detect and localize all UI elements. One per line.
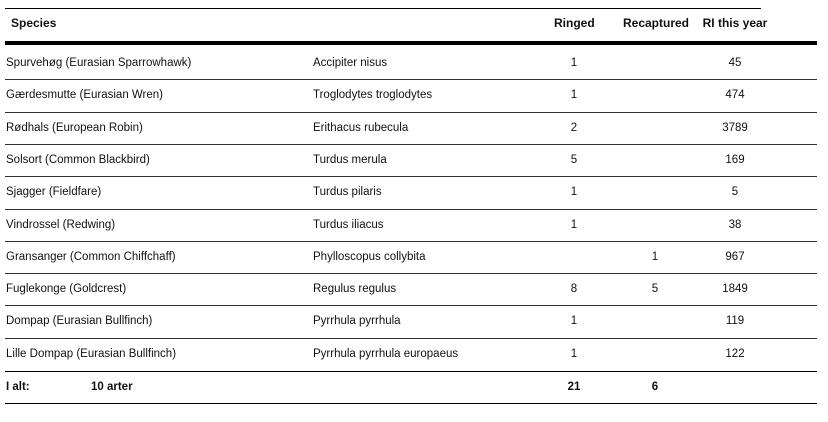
row-divider [5,176,817,178]
species-latin-name: Turdus pilaris [313,186,382,199]
row-divider [5,208,817,210]
species-common-name: Fuglekonge (Goldcrest) [6,283,127,296]
footer-label: I alt: [6,381,30,393]
footer-ringed-total: 21 [567,381,581,393]
ri-this-year-count: 38 [728,218,742,231]
species-common-name: Spurvehøg (Eurasian Sparrowhawk) [6,57,192,69]
ri-this-year-count: 169 [725,153,745,166]
row-divider [5,305,817,307]
row-divider [5,143,817,145]
footer-bottom-rule [5,403,817,404]
header-ri-this-year: RI this year [702,16,768,30]
species-common-name: Sjagger (Fieldfare) [6,186,102,199]
species-latin-name: Phylloscopus collybita [313,250,426,263]
ringed-count: 1 [570,89,578,102]
row-divider [5,111,817,113]
header-recaptured: Recaptured [622,16,690,30]
species-common-name: Gærdesmutte (Eurasian Wren) [6,89,164,102]
species-latin-name: Turdus merula [313,153,387,166]
species-latin-name: Pyrrhula pyrrhula europaeus [313,347,459,360]
footer-species-count: 10 arter [91,381,133,393]
recaptured-count: 5 [651,283,659,296]
ri-this-year-count: 119 [725,315,745,328]
ringed-count: 1 [570,57,578,69]
ringed-count: 8 [570,283,578,296]
species-latin-name: Pyrrhula pyrrhula [313,315,401,328]
species-common-name: Gransanger (Common Chiffchaff) [6,250,176,263]
species-latin-name: Erithacus rubecula [313,121,409,134]
ri-this-year-count: 3789 [722,121,748,134]
ri-this-year-count: 5 [731,186,739,199]
species-latin-name: Accipiter nisus [313,57,388,69]
header-ringed: Ringed [554,16,595,30]
ringed-count: 1 [570,347,578,360]
row-divider [5,337,817,339]
ringed-count: 1 [570,315,578,328]
ringed-count: 1 [570,218,578,231]
header-species: Species [11,16,57,30]
species-common-name: Lille Dompap (Eurasian Bullfinch) [6,347,177,360]
species-latin-name: Regulus regulus [313,283,397,296]
species-latin-name: Turdus iliacus [313,218,384,231]
ri-this-year-count: 1849 [722,283,748,296]
species-latin-name: Troglodytes troglodytes [313,89,433,102]
species-common-name: Vindrossel (Redwing) [6,218,116,231]
recaptured-count: 1 [651,250,659,263]
ringed-count: 5 [570,153,578,166]
ri-this-year-count: 474 [725,89,745,102]
ri-this-year-count: 967 [725,250,745,263]
ringed-count: 1 [570,186,578,199]
ri-this-year-count: 122 [725,347,745,360]
header-bottom-rule [5,41,817,45]
ringed-count: 2 [570,121,578,134]
row-divider [5,273,817,275]
row-divider [5,240,817,242]
footer-recaptured-total: 6 [651,381,659,393]
row-divider [5,79,817,81]
ri-this-year-count: 45 [728,57,742,69]
species-common-name: Dompap (Eurasian Bullfinch) [6,315,153,328]
species-common-name: Solsort (Common Blackbird) [6,153,150,166]
table-top-rule [5,8,761,9]
species-common-name: Rødhals (European Robin) [6,121,143,134]
footer-top-rule [5,371,817,372]
